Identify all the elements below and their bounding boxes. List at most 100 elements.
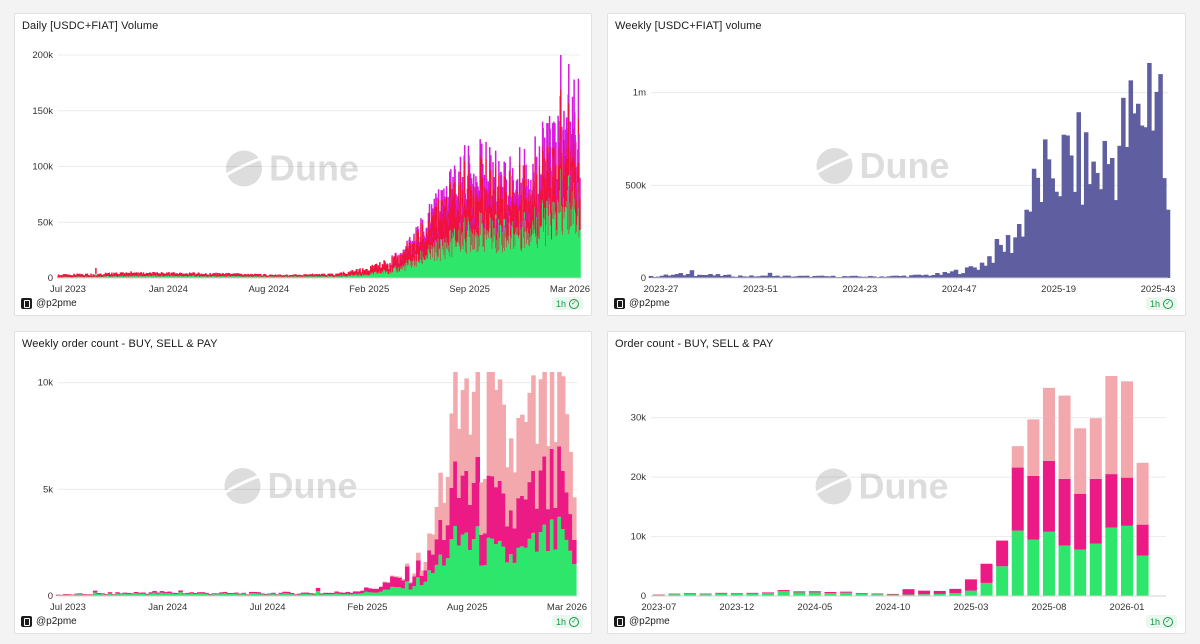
bar [497, 540, 503, 596]
bar [508, 438, 514, 511]
bar [411, 240, 414, 244]
bar [1065, 135, 1070, 278]
bar [397, 587, 403, 596]
bar [527, 179, 529, 193]
bar [196, 593, 202, 596]
bar [556, 179, 558, 196]
bar [998, 244, 1003, 278]
bar [79, 273, 81, 277]
bar [868, 275, 873, 278]
bar [171, 273, 173, 276]
bar [1106, 164, 1111, 278]
bar [442, 539, 447, 566]
bar [494, 166, 497, 215]
bar [831, 275, 836, 278]
bar [116, 273, 118, 277]
bar [511, 168, 514, 182]
bar [328, 273, 330, 276]
bar [364, 587, 369, 592]
bar [492, 162, 494, 177]
x-tick-label: 2024-05 [797, 602, 832, 613]
bar [92, 592, 98, 596]
bar [527, 192, 529, 228]
x-tick-label: Feb 2025 [347, 602, 387, 613]
bar [345, 591, 350, 594]
bar [413, 243, 416, 261]
bar [1136, 524, 1149, 556]
check-circle-icon: ✓ [569, 616, 579, 627]
author-link[interactable]: @p2pme [21, 296, 77, 310]
bar [456, 497, 462, 546]
bar [330, 594, 336, 596]
bar [313, 274, 316, 277]
bar [1121, 97, 1126, 278]
bar [555, 142, 557, 165]
bar [341, 594, 347, 596]
bar [172, 272, 175, 276]
bar [927, 275, 933, 278]
bar [406, 240, 408, 243]
bar [105, 273, 107, 276]
bar [979, 262, 985, 278]
x-tick-label: 2025-08 [1032, 602, 1067, 613]
bar [352, 272, 354, 276]
bar [449, 539, 455, 596]
bar [475, 526, 481, 596]
bar [159, 591, 165, 593]
bar [1069, 155, 1074, 278]
bar [234, 593, 239, 596]
bar [147, 273, 149, 276]
bar [487, 181, 489, 193]
author-name: @p2pme [36, 615, 77, 627]
bar [468, 155, 470, 170]
bar [793, 276, 799, 278]
bar [536, 173, 538, 217]
bar [659, 275, 665, 278]
bar [544, 178, 547, 220]
bar [490, 476, 495, 539]
bar [427, 533, 432, 551]
bar [408, 589, 414, 596]
bar [469, 185, 472, 230]
bar [193, 592, 198, 594]
bar [519, 204, 521, 235]
bar [215, 594, 220, 596]
bar [516, 547, 521, 596]
bar [78, 593, 83, 595]
bar [455, 194, 457, 205]
bar [536, 156, 538, 174]
bar [260, 594, 265, 596]
bar [74, 594, 79, 596]
bar [497, 186, 499, 198]
author-link[interactable]: @p2pme [21, 614, 77, 628]
bar [74, 593, 79, 595]
bar [564, 414, 570, 493]
bar [684, 593, 697, 594]
author-avatar-icon [614, 297, 625, 309]
bar [483, 186, 486, 228]
refresh-text: 1h [555, 298, 566, 309]
author-name: @p2pme [36, 297, 77, 309]
bar [143, 273, 145, 276]
bar [980, 563, 993, 564]
bar [483, 174, 486, 187]
bar [542, 524, 547, 596]
bar [430, 204, 433, 212]
bar [100, 274, 102, 277]
bar [342, 271, 345, 276]
bar [451, 189, 453, 200]
bar [571, 96, 574, 132]
bar [715, 593, 728, 596]
bar [520, 182, 523, 195]
bar [520, 414, 525, 496]
author-link[interactable]: @p2pme [614, 614, 670, 628]
bar [490, 538, 495, 596]
bar [476, 193, 478, 233]
bar [568, 103, 570, 176]
bar [252, 593, 258, 596]
author-link[interactable]: @p2pme [614, 296, 670, 310]
bar [412, 573, 417, 577]
bar [824, 593, 837, 596]
chart-panel-weekly-orders: Weekly order count - BUY, SELL & PAY 0 5k… [14, 331, 592, 634]
bar [449, 171, 451, 185]
